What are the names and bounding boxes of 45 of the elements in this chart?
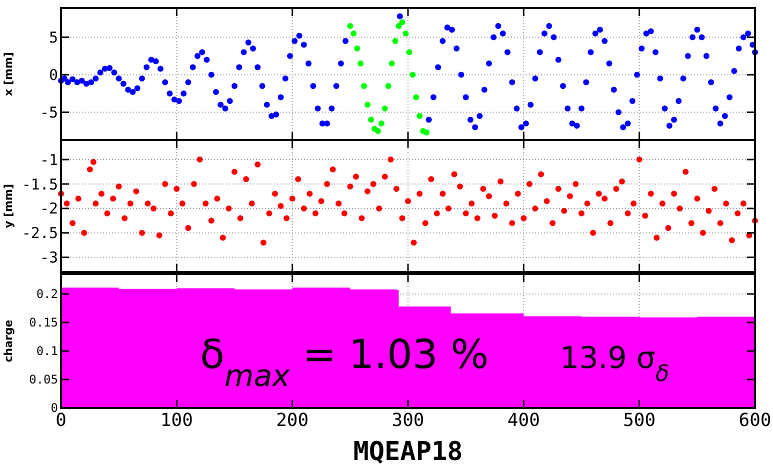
point — [374, 128, 381, 134]
y-tick-label: 0.15 — [29, 316, 58, 330]
annotation: δ$_{max}$ = 1.03 % — [200, 332, 489, 394]
y-tick-label: 0.1 — [36, 344, 58, 358]
y-tick-label: -2.5 — [22, 224, 58, 242]
point — [364, 102, 371, 108]
y-axis-title: y [mm] — [2, 184, 15, 228]
point — [416, 113, 423, 119]
point — [406, 49, 412, 56]
point — [410, 72, 416, 78]
y-tick-label: 0 — [50, 401, 58, 416]
y-tick-label: -3 — [40, 248, 58, 267]
y-tick-label: 5 — [48, 28, 58, 46]
point — [385, 83, 392, 89]
x-tick-label: 100 — [160, 410, 193, 431]
point — [399, 19, 406, 26]
x-tick-label: 300 — [392, 410, 424, 431]
point — [424, 130, 430, 136]
x-axis-title: MQEAP18 — [353, 437, 463, 467]
y-tick-label: -1.5 — [22, 175, 58, 194]
point — [358, 60, 364, 66]
y-tick-label: -5 — [40, 104, 58, 122]
x-tick-label: 500 — [623, 410, 656, 431]
y-tick-label: 0.2 — [36, 287, 58, 302]
x-tick-label: 400 — [507, 410, 540, 431]
y-tick-label: 0 — [48, 66, 58, 84]
x-tick-label: 600 — [738, 410, 772, 431]
y-axis-title: x [mm] — [2, 52, 15, 96]
point — [347, 23, 354, 29]
annotation: 13.9 σ$_{δ}$ — [560, 341, 670, 387]
point — [402, 30, 409, 36]
point — [413, 94, 420, 100]
y-axis-title: charge — [2, 320, 15, 362]
point — [368, 116, 374, 123]
x-tick-label: 200 — [276, 410, 309, 431]
point — [350, 30, 357, 36]
y-tick-label: -2 — [40, 200, 58, 218]
point — [388, 60, 395, 66]
point — [361, 83, 368, 89]
point — [392, 38, 398, 44]
y-tick-label: -1 — [40, 150, 58, 169]
point — [382, 106, 388, 112]
point — [378, 120, 384, 126]
point — [354, 46, 360, 52]
y-tick-label: 0.05 — [29, 372, 58, 387]
